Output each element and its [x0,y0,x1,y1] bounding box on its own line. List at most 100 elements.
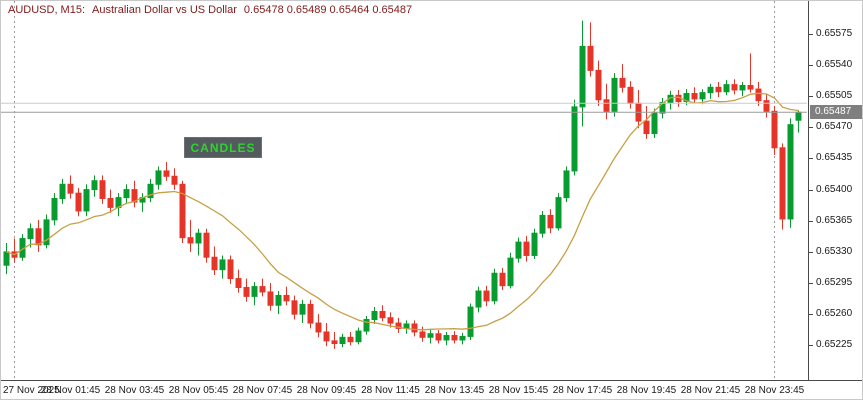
price-tick-label: 0.65540 [816,59,853,70]
price-tick-label: 0.65400 [816,184,853,195]
candle-body [619,77,626,88]
price-tick-label: 0.65260 [816,308,853,319]
candle-body [347,336,354,343]
candle-body [147,183,154,199]
candle-body [307,303,314,324]
price-tick-label: 0.65330 [816,246,853,257]
candle-body [483,290,490,302]
time-tick-label: 28 Nov 11:45 [361,385,420,396]
candle-body [187,237,194,244]
candle-body [203,232,210,258]
candle-body [795,111,802,121]
candle-body [27,228,34,240]
chart-region[interactable]: AUDUSD, M15: Australian Dollar vs US Doll… [1,1,808,380]
candle-body [35,228,42,246]
candle-body [659,101,666,114]
price-tick-mark [809,96,813,97]
candle-body [731,84,738,91]
time-tick-label: 28 Nov 21:45 [680,385,741,396]
candlestick-chart[interactable] [1,1,808,380]
candle-body [603,99,610,112]
candle-body [443,335,450,341]
current-price-badge: 0.65487 [810,105,862,119]
price-tick-label: 0.65435 [816,152,853,163]
candle-body [131,189,138,203]
price-tick-mark [809,127,813,128]
time-tick-label: 27 Nov 2025 [3,385,60,396]
time-tick-label: 28 Nov 13:45 [424,385,485,396]
candle-body [747,85,754,90]
candle-body [739,85,746,91]
price-tick-mark [809,65,813,66]
candle-body [523,241,530,256]
candle-body [379,310,386,319]
candle-body [387,317,394,324]
candle-body [771,110,778,149]
candle-body [211,256,218,271]
candle-body [235,278,242,288]
candle-body [323,331,330,342]
price-tick-mark [809,314,813,315]
candle-body [467,306,474,337]
time-tick-label: 28 Nov 07:45 [232,385,293,396]
candle-body [763,100,770,112]
price-tick-mark [809,283,813,284]
candle-body [699,92,706,100]
candle-body [411,323,418,333]
chart-title-ohlc: 0.65478 0.65489 0.65464 0.65487 [243,4,413,16]
candle-body [531,232,538,256]
candle-body [547,214,554,229]
price-tick-label: 0.65575 [816,28,853,39]
chart-title-description: Australian Dollar vs US Dollar [92,4,237,16]
candle-body [643,120,650,135]
candle-body [83,189,90,212]
candle-body [219,259,226,271]
candle-body [3,251,10,266]
candle-body [611,77,618,112]
candle-body [331,340,338,345]
candle-body [43,219,50,246]
candle-body [75,192,82,212]
candle-body [459,335,466,341]
candle-body [787,124,794,220]
candle-body [227,259,234,280]
price-axis[interactable]: 0.65575 0.65540 0.65505 0.65470 0.65435 0.654… [808,1,862,380]
candle-body [91,180,98,191]
candle-body [123,189,130,199]
candle-body [267,291,274,306]
candle-body [587,45,594,71]
candle-body [259,286,266,293]
candle-body [67,183,74,194]
candle-body [179,183,186,239]
candle-body [691,93,698,100]
candle-body [571,106,578,172]
time-tick-label: 28 Nov 09:45 [296,385,357,396]
candle-body [723,84,730,93]
price-tick-mark [809,34,813,35]
time-tick-label: 28 Nov 05:45 [168,385,229,396]
candles-indicator-label[interactable]: CANDLES [184,137,262,158]
candle-body [59,183,66,200]
time-axis[interactable]: 27 Nov 2025 28 Nov 01:45 28 Nov 03:45 28 No… [1,380,862,399]
candle-body [451,335,458,341]
price-tick-label: 0.65505 [816,90,853,101]
chart-title: AUDUSD, M15: Australian Dollar vs US Doll… [8,4,419,16]
candle-body [51,198,58,221]
candle-body [627,86,634,104]
candle-body [475,290,482,308]
candle-body [427,333,434,338]
price-tick-mark [809,190,813,191]
candle-body [507,257,514,287]
candle-body [755,88,762,102]
time-tick-label: 28 Nov 01:45 [40,385,101,396]
time-tick-label: 28 Nov 03:45 [104,385,165,396]
candle-body [371,310,378,321]
candle-body [419,331,426,338]
moving-average-line [6,92,799,331]
candle-body [515,241,522,259]
candle-body [395,322,402,329]
candle-body [107,198,114,208]
candle-body [243,286,250,297]
candle-body [651,112,658,135]
